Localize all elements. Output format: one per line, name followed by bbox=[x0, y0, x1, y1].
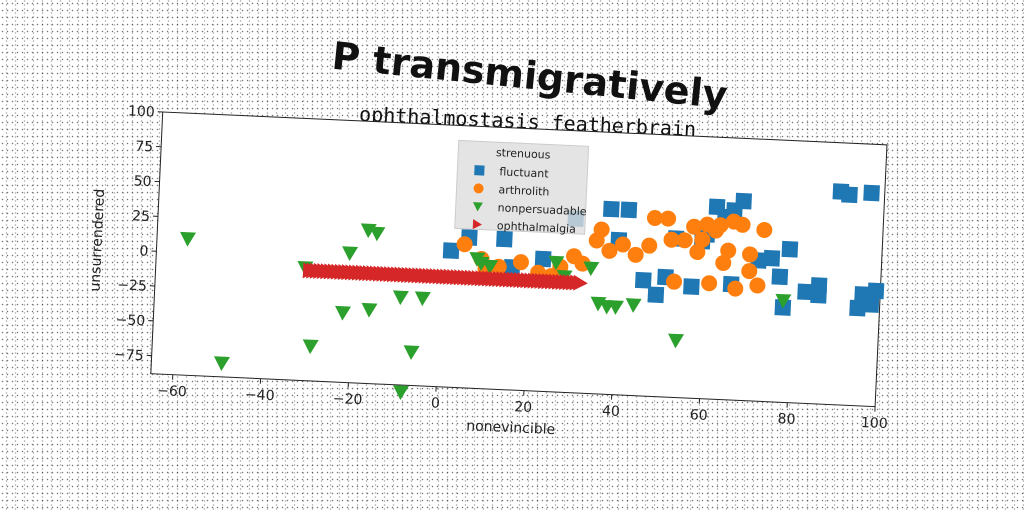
data-marks bbox=[180, 183, 885, 401]
point-square bbox=[841, 186, 858, 204]
legend-box bbox=[454, 139, 590, 235]
point-circle bbox=[646, 210, 663, 227]
point-square bbox=[647, 286, 665, 304]
point-square bbox=[763, 249, 781, 267]
point-square bbox=[849, 299, 866, 317]
legend-title: strenuous bbox=[496, 146, 551, 161]
point-circle bbox=[720, 242, 737, 259]
point-triangle-down bbox=[369, 226, 386, 242]
point-circle bbox=[663, 231, 680, 248]
point-triangle-down bbox=[403, 345, 420, 361]
point-square bbox=[781, 240, 799, 258]
point-circle bbox=[741, 263, 758, 280]
point-triangle-down bbox=[414, 291, 431, 307]
point-triangle-down bbox=[213, 356, 230, 371]
point-square bbox=[862, 296, 880, 313]
point-triangle-down bbox=[548, 255, 565, 271]
point-triangle-down bbox=[668, 333, 685, 349]
y-tick-label: 25 bbox=[132, 208, 151, 225]
point-circle bbox=[627, 246, 644, 263]
x-axis-label: nonevincible bbox=[466, 418, 556, 438]
point-square bbox=[735, 192, 753, 210]
point-triangle-down bbox=[775, 293, 792, 309]
point-circle bbox=[614, 236, 631, 253]
point-triangle-down bbox=[335, 305, 352, 321]
x-axis: −60 −40 −20 0 20 40 60 80 100 bbox=[157, 374, 888, 432]
y-axis-label: unsurrendered bbox=[88, 188, 109, 291]
point-circle bbox=[601, 242, 618, 259]
legend-marker-circle bbox=[473, 183, 484, 194]
x-tick-label: 40 bbox=[602, 403, 621, 420]
point-square bbox=[683, 278, 700, 295]
x-tick-label: 20 bbox=[514, 399, 533, 416]
y-axis: −75 −50 −25 0 25 50 75 100 bbox=[114, 103, 163, 364]
point-square bbox=[634, 271, 652, 289]
point-circle bbox=[701, 275, 718, 292]
y-tick-label: 75 bbox=[135, 139, 154, 156]
point-triangle-down bbox=[302, 339, 319, 355]
point-circle bbox=[756, 221, 773, 238]
legend-marker-square bbox=[474, 165, 485, 176]
point-square bbox=[442, 242, 460, 259]
point-triangle-down bbox=[393, 385, 409, 401]
point-square bbox=[867, 282, 885, 300]
point-triangle-down bbox=[392, 290, 409, 306]
point-circle bbox=[512, 254, 529, 271]
legend-marker-triangle-right bbox=[472, 219, 482, 230]
y-tick-label: −50 bbox=[115, 312, 145, 329]
legend: strenuous fluctuant arthrolith nonpersuada… bbox=[454, 139, 590, 236]
point-circle bbox=[686, 218, 703, 235]
point-square bbox=[620, 201, 638, 219]
point-circle bbox=[689, 244, 706, 261]
y-tick-label: 0 bbox=[139, 243, 149, 259]
point-circle bbox=[742, 246, 759, 263]
point-square bbox=[863, 184, 880, 202]
point-square bbox=[534, 250, 552, 268]
x-tick-label: −40 bbox=[245, 387, 275, 404]
point-circle bbox=[749, 277, 766, 294]
point-triangle-down bbox=[361, 302, 378, 318]
point-triangle-down bbox=[482, 259, 499, 275]
point-circle bbox=[641, 237, 658, 254]
point-circle bbox=[593, 221, 610, 238]
point-square bbox=[771, 268, 789, 286]
x-tick-label: 100 bbox=[861, 415, 888, 432]
point-circle bbox=[734, 216, 751, 233]
x-tick-label: 60 bbox=[689, 407, 708, 424]
point-triangle-down bbox=[583, 261, 600, 277]
x-tick-label: −60 bbox=[157, 383, 187, 400]
legend-entry-label: nonpersuadable bbox=[497, 201, 587, 218]
point-square bbox=[797, 283, 814, 301]
y-tick-label: 100 bbox=[128, 103, 155, 120]
point-circle bbox=[712, 217, 729, 234]
x-tick-label: 80 bbox=[777, 411, 796, 428]
point-circle bbox=[727, 280, 744, 297]
point-circle bbox=[660, 210, 677, 227]
point-square bbox=[810, 277, 828, 294]
point-circle bbox=[694, 231, 711, 248]
legend-entry-label: arthrolith bbox=[498, 183, 550, 198]
x-tick-label: 0 bbox=[431, 395, 441, 411]
legend-entry-label: ophthalmalgia bbox=[497, 219, 577, 236]
y-tick-label: −75 bbox=[114, 347, 144, 364]
point-triangle-down bbox=[625, 298, 642, 313]
point-triangle-right bbox=[573, 274, 588, 291]
point-square bbox=[496, 230, 513, 248]
legend-entry-label: fluctuant bbox=[499, 165, 549, 180]
y-tick-label: 50 bbox=[133, 173, 152, 190]
x-tick-label: −20 bbox=[332, 391, 362, 408]
point-circle bbox=[715, 254, 732, 271]
legend-marker-triangle-down bbox=[472, 202, 483, 212]
point-triangle-down bbox=[608, 300, 624, 315]
point-triangle-down bbox=[342, 246, 359, 261]
y-tick-label: −25 bbox=[117, 277, 147, 294]
point-triangle-down bbox=[180, 231, 197, 247]
point-circle bbox=[676, 232, 693, 249]
point-square bbox=[602, 200, 620, 218]
point-circle bbox=[666, 273, 683, 290]
point-circle bbox=[456, 236, 473, 253]
